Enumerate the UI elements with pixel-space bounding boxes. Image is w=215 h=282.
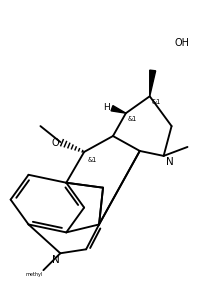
Text: H: H	[103, 103, 110, 112]
Text: &1: &1	[87, 157, 96, 163]
Polygon shape	[111, 105, 126, 113]
Text: O: O	[52, 138, 59, 148]
Text: N: N	[52, 255, 59, 265]
Text: &1: &1	[128, 116, 137, 122]
Text: &1: &1	[152, 99, 161, 105]
Polygon shape	[150, 70, 156, 96]
Text: methyl: methyl	[25, 272, 42, 277]
Text: OH: OH	[175, 38, 190, 48]
Text: N: N	[166, 157, 173, 167]
